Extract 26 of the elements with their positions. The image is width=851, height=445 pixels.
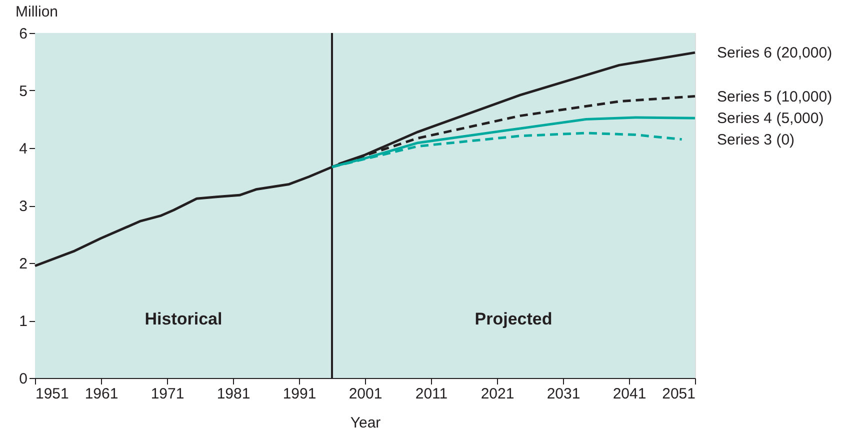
y-axis-title: Million (16, 4, 58, 20)
x-tick-label: 1961 (84, 386, 118, 402)
y-tick-label: 6 (19, 26, 28, 42)
text: Series 3 (0) (717, 131, 795, 148)
y-tick-label: 4 (19, 140, 28, 158)
x-tick-label: 2021 (480, 386, 514, 402)
x-tick-label: 2031 (546, 386, 580, 402)
x-tick-label: 1951 (36, 386, 69, 402)
x-axis-title: Year (350, 414, 381, 432)
x-tick-label: 2001 (348, 386, 382, 402)
x-tick-label: 2041 (612, 386, 646, 402)
band-label: Projected (474, 309, 552, 328)
x-tick-label: 1981 (216, 386, 250, 402)
x-tick-label: 1991 (282, 386, 316, 402)
x-tick-label: 2051 (662, 386, 696, 402)
y-tick-label: 2 (19, 256, 28, 272)
y-tick-label: 1 (19, 313, 28, 330)
y-tick-label: 0 (19, 370, 28, 388)
y-tick-label: 3 (19, 198, 28, 215)
series-label: Series 6 (20,000) (717, 44, 832, 62)
band-label: Historical (144, 309, 222, 328)
series-label: Series 5 (10,000) (717, 88, 832, 106)
series-label: Series 4 (5,000) (717, 110, 824, 128)
x-tick-label: 1971 (150, 386, 184, 402)
y-tick-label: 5 (19, 83, 28, 100)
x-tick-label: 2011 (415, 386, 448, 402)
